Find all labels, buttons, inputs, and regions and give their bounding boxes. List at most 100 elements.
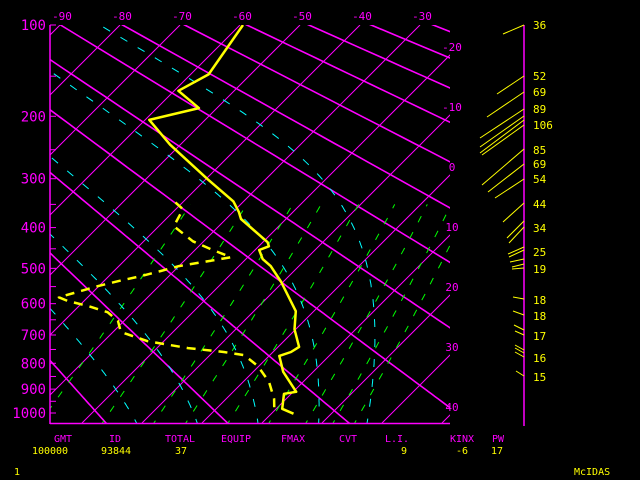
- isotherm-line: [261, 234, 450, 423]
- stat-value-kinx: -6: [455, 446, 469, 457]
- wind-barb: [506, 220, 525, 239]
- moist-adiabat-line: [50, 233, 198, 423]
- wind-barb: [511, 263, 525, 268]
- top-temperature-label: -50: [292, 10, 312, 23]
- right-temperature-label: 40: [445, 401, 458, 414]
- wind-speed-label: 89: [533, 103, 546, 116]
- mixing-ratio-line: [50, 204, 192, 410]
- stat-header-kinx: KINX: [449, 434, 475, 445]
- mixing-ratio-line: [332, 205, 450, 423]
- wind-barb: [479, 108, 525, 139]
- dry-adiabat-line: [120, 25, 450, 209]
- wind-speed-label: 85: [533, 144, 546, 157]
- wind-speed-label: 25: [533, 246, 546, 259]
- wind-barb: [508, 249, 525, 258]
- dry-adiabat-line: [50, 58, 450, 329]
- isotherm-line: [50, 25, 361, 336]
- dry-adiabat-line: [50, 108, 450, 409]
- diagram-grid: [50, 13, 640, 427]
- dry-adiabat-line: [50, 171, 351, 423]
- pressure-label: 200: [21, 109, 46, 125]
- isotherm-line: [381, 354, 450, 423]
- stat-header-gmt: GMT: [53, 434, 73, 445]
- wind-barb: [514, 347, 525, 354]
- stat-value-li: 9: [400, 446, 408, 457]
- dry-adiabat-line: [50, 251, 229, 423]
- wind-barb: [502, 202, 525, 223]
- pressure-label: 500: [21, 261, 46, 277]
- pressure-label: 1000: [12, 406, 46, 422]
- wind-barb: [514, 344, 525, 351]
- wind-speed-label: 16: [533, 352, 546, 365]
- isotherm-line: [141, 114, 450, 423]
- moist-adiabat-line: [50, 307, 138, 423]
- wind-speed-label: 18: [533, 294, 546, 307]
- stat-header-equip: EQUIP: [220, 434, 252, 445]
- right-temperature-label: 0: [449, 161, 456, 174]
- dry-adiabat-line: [58, 25, 450, 264]
- wind-barb: [509, 258, 525, 263]
- sounding-traces: [57, 25, 301, 415]
- wind-barb: [479, 115, 525, 148]
- isotherm-line: [50, 25, 181, 156]
- pressure-label: 600: [21, 297, 46, 313]
- stat-value-gmt: 100000: [31, 446, 69, 457]
- wind-barb: [512, 296, 525, 300]
- pressure-label: 700: [21, 328, 46, 344]
- wind-speed-label: 18: [533, 310, 546, 323]
- dry-adiabat-line: [431, 25, 450, 33]
- wind-speed-label: 15: [533, 371, 546, 384]
- dry-adiabat-line: [50, 359, 108, 423]
- moist-adiabat-line: [50, 155, 259, 423]
- stat-value-id: 93844: [100, 446, 132, 457]
- wind-speed-label: 54: [533, 173, 547, 186]
- stat-header-li: L.I.: [384, 434, 410, 445]
- stat-header-total: TOTAL: [164, 434, 196, 445]
- pressure-label: 300: [21, 172, 46, 188]
- top-temperature-label: -30: [412, 10, 432, 23]
- wind-speed-label: 44: [533, 198, 547, 211]
- right-temperature-label: 10: [445, 221, 458, 234]
- pressure-label: 400: [21, 221, 46, 237]
- top-temperature-label: -60: [232, 10, 252, 23]
- isotherm-line: [50, 25, 241, 216]
- wind-barb: [514, 330, 525, 336]
- wind-barb: [494, 178, 525, 199]
- dry-adiabat-line: [462, 13, 640, 427]
- wind-barb: [487, 163, 525, 193]
- mixing-ratio-line: [227, 204, 360, 423]
- wind-speed-label: 52: [533, 70, 546, 83]
- wind-barb: [502, 24, 525, 35]
- pressure-label: 900: [21, 382, 46, 398]
- wind-barb: [508, 226, 525, 244]
- stat-header-fmax: FMAX: [280, 434, 306, 445]
- wind-speed-label: 69: [533, 86, 546, 99]
- top-temperature-label: -70: [172, 10, 192, 23]
- brand-label: McIDAS: [574, 467, 611, 478]
- dewpoint-trace: [57, 201, 276, 411]
- wind-barb: [481, 148, 525, 186]
- stat-header-pw: PW: [491, 434, 505, 445]
- right-temperature-label: 30: [445, 341, 458, 354]
- stat-header-id: ID: [108, 434, 122, 445]
- isotherm-line: [201, 174, 450, 423]
- stat-value-total: 37: [174, 446, 188, 457]
- isotherm-line: [50, 25, 121, 96]
- wind-barb: [496, 75, 525, 95]
- right-temperature-label: -10: [442, 101, 462, 114]
- pressure-label: 100: [21, 18, 46, 34]
- wind-barb: [481, 124, 525, 156]
- mixing-ratio-line: [185, 204, 322, 423]
- frame-number: 1: [14, 467, 21, 478]
- right-temperature-label: 20: [445, 281, 458, 294]
- wind-speed-label: 36: [533, 19, 546, 32]
- dry-adiabat-line: [182, 25, 450, 163]
- mixing-ratio-line: [101, 204, 248, 423]
- wind-barb: [486, 91, 525, 118]
- stat-header-cvt: CVT: [338, 434, 358, 445]
- pressure-label: 800: [21, 356, 46, 372]
